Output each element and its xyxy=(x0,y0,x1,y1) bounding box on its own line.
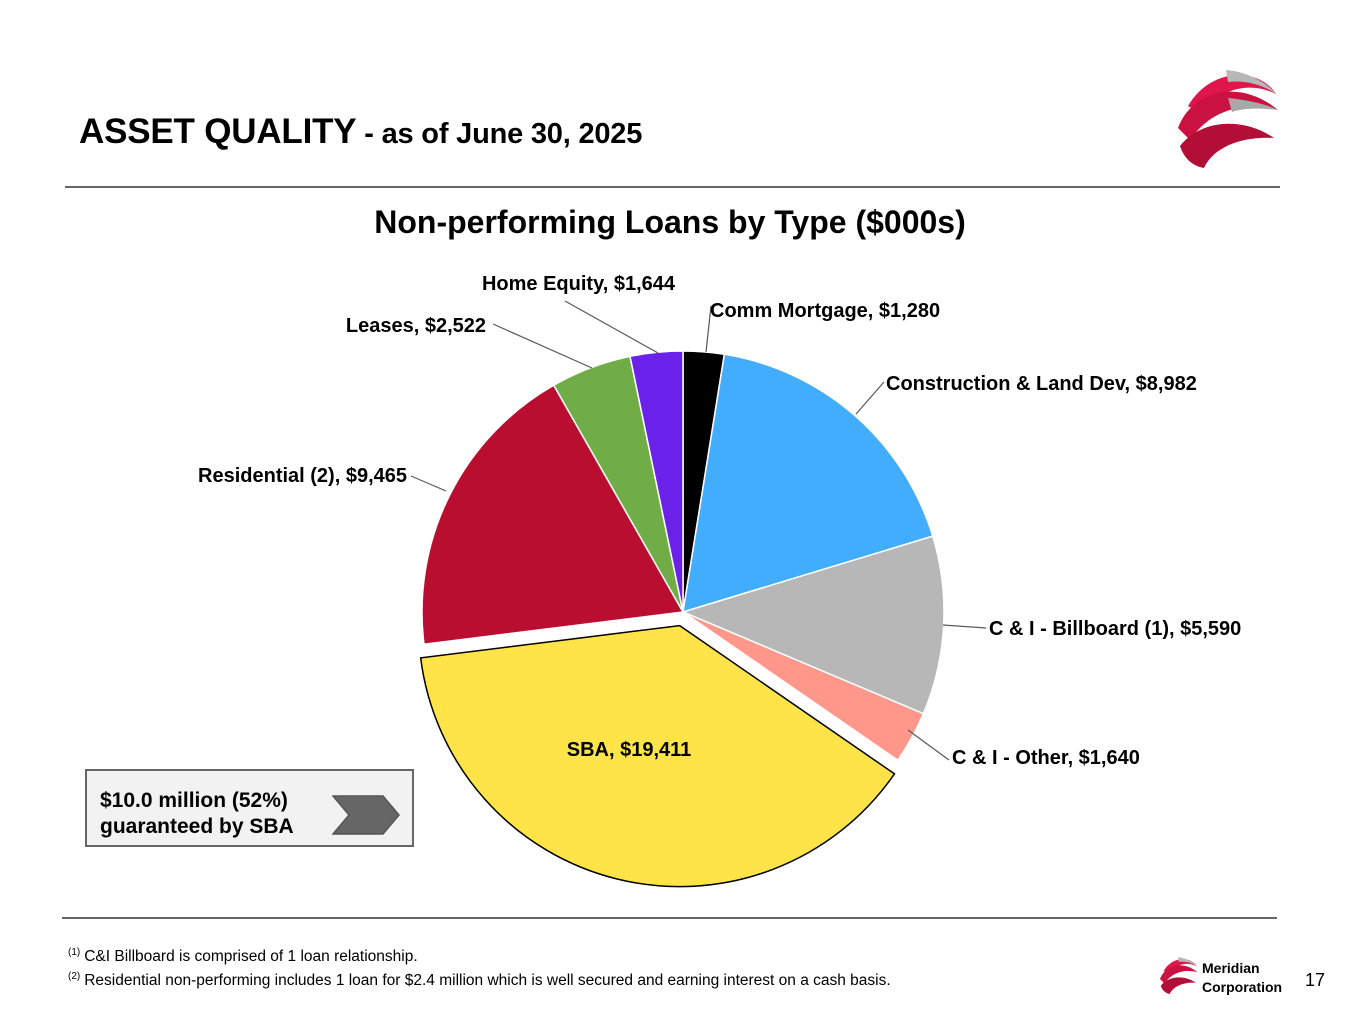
page-number: 17 xyxy=(1305,970,1326,990)
chart-title: Non-performing Loans by Type ($000s) xyxy=(374,204,966,240)
callout-line-1: $10.0 million (52%) xyxy=(100,789,288,812)
footnote-2: (2) Residential non-performing includes 1… xyxy=(68,967,891,991)
leader-line xyxy=(564,300,659,354)
leader-line xyxy=(410,475,447,492)
slice-label: Comm Mortgage, $1,280 xyxy=(710,300,940,322)
slice-label: C & I - Billboard (1), $5,590 xyxy=(989,618,1241,640)
slice-label: Residential (2), $9,465 xyxy=(198,465,407,487)
leader-line xyxy=(492,323,593,369)
footnote-1-text: C&I Billboard is comprised of 1 loan rel… xyxy=(84,948,418,965)
slice-label: C & I - Other, $1,640 xyxy=(952,747,1140,769)
slice-label: SBA, $19,411 xyxy=(567,739,692,761)
brand-line-2: Corporation xyxy=(1202,979,1283,995)
footnote-1: (1) C&I Billboard is comprised of 1 loan … xyxy=(68,943,891,967)
pie-slice-sba xyxy=(419,624,896,888)
header-divider xyxy=(65,186,1280,188)
meridian-logo-icon xyxy=(1178,70,1278,168)
footnote-2-marker: (2) xyxy=(68,971,81,982)
callout-line-2: guaranteed by SBA xyxy=(100,815,294,838)
pie-slice-construction-land-dev xyxy=(682,353,934,614)
pie-slice-c-i-other xyxy=(682,611,925,762)
slice-label: Leases, $2,522 xyxy=(346,315,486,337)
page-title: ASSET QUALITY - as of June 30, 2025 xyxy=(79,112,642,152)
leader-line xyxy=(942,624,987,629)
footnote-2-text: Residential non-performing includes 1 lo… xyxy=(84,972,891,989)
page-title-sub: - as of June 30, 2025 xyxy=(356,118,643,150)
footer-divider xyxy=(62,917,1277,919)
footnote-1-marker: (1) xyxy=(68,947,81,958)
leader-line xyxy=(907,729,950,761)
brand-name: Meridian Corporation xyxy=(1202,959,1282,997)
slice-label: Home Equity, $1,644 xyxy=(482,273,676,295)
pie-slice-residential-2 xyxy=(421,384,685,646)
leader-line xyxy=(855,381,885,415)
leader-line xyxy=(705,305,712,353)
callout-text: $10.0 million (52%) guaranteed by SBA xyxy=(100,788,294,840)
chevron-right-icon xyxy=(332,795,400,835)
brand-line-1: Meridian xyxy=(1202,960,1260,976)
slice-label: Construction & Land Dev, $8,982 xyxy=(886,373,1197,395)
page-title-main: ASSET QUALITY xyxy=(79,112,357,151)
footnotes: (1) C&I Billboard is comprised of 1 loan … xyxy=(68,943,891,991)
meridian-small-logo-icon xyxy=(1160,957,1198,994)
pie-slice-c-i-billboard-1 xyxy=(680,535,945,715)
